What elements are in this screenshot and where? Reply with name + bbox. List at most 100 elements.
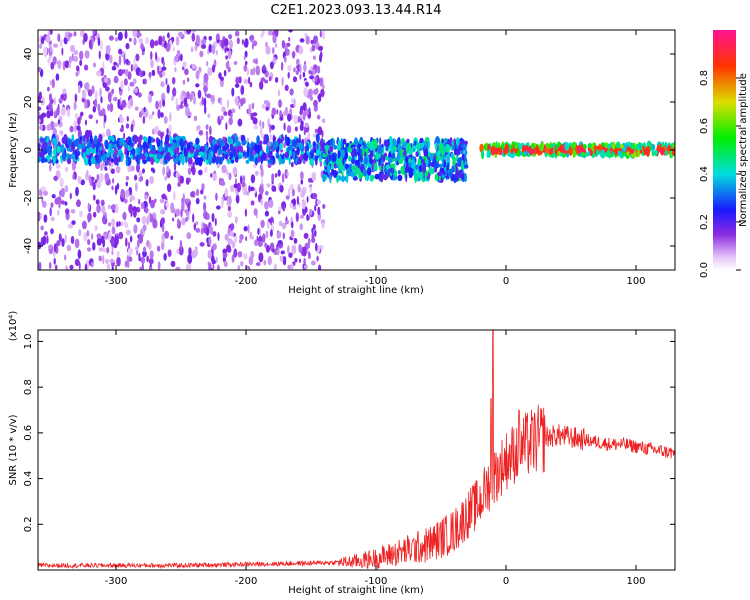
heatmap-cell: [313, 155, 316, 160]
heatmap-cell: [268, 199, 274, 208]
heatmap-cell: [423, 148, 429, 157]
heatmap-cell: [86, 134, 89, 143]
heatmap-cell: [303, 152, 308, 161]
heatmap-cell: [287, 245, 290, 254]
heatmap-cell: [241, 39, 245, 45]
heatmap-cell: [147, 144, 150, 149]
heatmap-cell: [255, 262, 261, 267]
heatmap-cell: [64, 254, 67, 261]
heatmap-cell: [189, 146, 195, 154]
heatmap-cell: [296, 195, 300, 205]
heatmap-cell: [148, 242, 152, 250]
heatmap-cell: [105, 52, 110, 61]
heatmap-cell: [284, 43, 288, 50]
heatmap-cell: [481, 150, 485, 157]
heatmap-cell: [146, 216, 150, 226]
heatmap-cell: [316, 255, 319, 262]
heatmap-cell: [228, 172, 232, 181]
heatmap-cell: [350, 171, 356, 178]
heatmap-cell: [429, 152, 434, 161]
heatmap-cell: [321, 221, 325, 229]
heatmap-cell: [203, 97, 207, 108]
heatmap-cell: [94, 98, 98, 108]
heatmap-cell: [59, 177, 64, 188]
heatmap-cell: [60, 106, 66, 117]
heatmap-cell: [47, 57, 51, 64]
heatmap-cell: [176, 49, 181, 57]
heatmap-cell: [125, 176, 130, 181]
heatmap-cell: [64, 166, 69, 172]
heatmap-cell: [244, 38, 249, 48]
heatmap-cell: [133, 37, 137, 46]
heatmap-cell: [53, 43, 58, 48]
heatmap-cell: [165, 134, 169, 144]
heatmap-cell: [192, 161, 195, 169]
heatmap-cell: [108, 231, 112, 241]
heatmap-cell: [262, 233, 266, 243]
heatmap-cell: [172, 87, 177, 97]
heatmap-cell: [307, 240, 311, 249]
heatmap-y-ticks: -40 -20 0 20 40: [23, 48, 675, 254]
heatmap-cell: [189, 141, 193, 147]
heatmap-cell: [284, 84, 289, 92]
heatmap-cell: [279, 185, 284, 193]
heatmap-cell: [134, 182, 138, 192]
heatmap-cell: [494, 149, 498, 154]
heatmap-cell: [293, 67, 296, 73]
heatmap-cell: [231, 241, 236, 249]
heatmap-cell: [84, 50, 90, 59]
heatmap-cell: [64, 201, 68, 206]
colorbar-ticks: 0.0 0.2 0.4 0.6 0.8: [699, 70, 741, 278]
heatmap-cell: [233, 248, 238, 258]
heatmap-cell: [203, 195, 207, 200]
heatmap-cell: [85, 148, 91, 156]
heatmap-cell: [557, 150, 561, 157]
heatmap-cell: [204, 87, 207, 97]
heatmap-cell: [123, 198, 128, 204]
heatmap-cell: [362, 147, 365, 157]
heatmap-cell: [288, 36, 291, 42]
heatmap-cell: [281, 76, 284, 87]
heatmap-cell: [195, 197, 200, 205]
heatmap-cell: [136, 239, 140, 248]
heatmap-cell: [236, 182, 242, 193]
heatmap-cell: [86, 169, 89, 178]
heatmap-cell: [284, 106, 288, 116]
heatmap-cell: [117, 99, 121, 109]
heatmap-cell: [176, 104, 181, 111]
heatmap-cell: [340, 149, 345, 159]
heatmap-cell: [309, 95, 314, 101]
heatmap-cell: [138, 234, 143, 244]
heatmap-cell: [234, 83, 240, 88]
heatmap-cell: [266, 183, 271, 188]
heatmap-cell: [109, 135, 115, 141]
heatmap-cell: [398, 159, 404, 165]
heatmap-cell: [352, 176, 358, 181]
heatmap-cell: [299, 258, 301, 263]
heatmap-cell: [267, 255, 272, 266]
heatmap-cell: [451, 165, 455, 173]
heatmap-cell: [125, 237, 128, 247]
heatmap-cell: [101, 77, 105, 83]
heatmap-cell: [497, 147, 502, 153]
heatmap-cell: [62, 88, 67, 94]
heatmap-cell: [69, 192, 72, 200]
heatmap-cell: [425, 159, 428, 168]
heatmap-cell: [244, 50, 248, 58]
heatmap-cell: [322, 153, 328, 158]
heatmap-cell: [292, 50, 296, 59]
heatmap-cell: [392, 138, 397, 149]
heatmap-cell: [226, 200, 230, 206]
heatmap-cell: [138, 37, 144, 44]
heatmap-cell: [344, 150, 349, 160]
heatmap-cell: [510, 148, 514, 154]
heatmap-cell: [48, 150, 52, 157]
heatmap-cell: [233, 183, 238, 189]
heatmap-cell: [336, 158, 341, 165]
heatmap-cell: [521, 144, 526, 154]
heatmap-cell: [274, 140, 279, 148]
heatmap-cell: [225, 55, 228, 60]
heatmap-cell: [96, 173, 100, 181]
heatmap-cell: [367, 167, 372, 176]
heatmap-cell: [171, 142, 177, 151]
